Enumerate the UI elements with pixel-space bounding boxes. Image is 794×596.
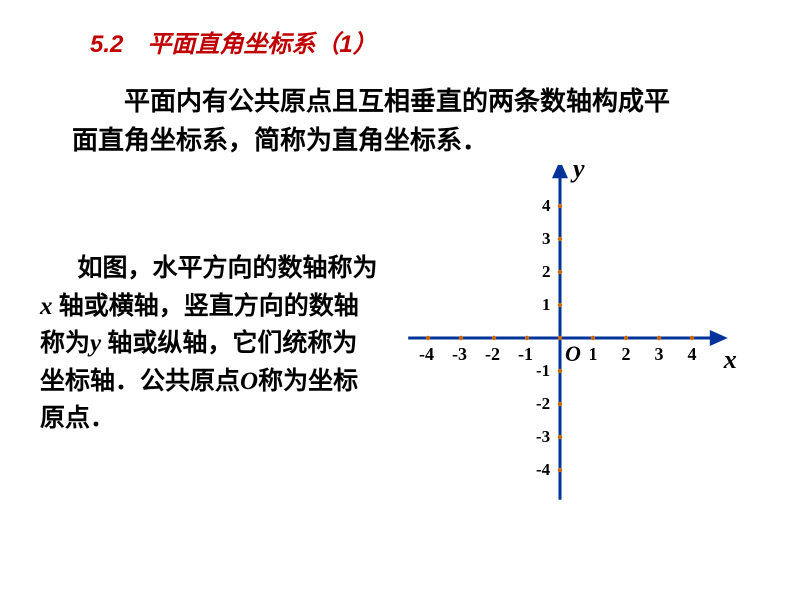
x-tick-label: 2 [622, 344, 631, 365]
y-tick-label: 2 [542, 262, 551, 282]
x-tick-label: -3 [452, 344, 467, 365]
y-tick-label: -3 [536, 427, 550, 447]
intro-paragraph: 平面内有公共原点且互相垂直的两条数轴构成平面直角坐标系，简称为直角坐标系． [72, 82, 692, 160]
x-axis-label: x [724, 345, 737, 375]
y-tick-label: 1 [542, 295, 551, 315]
body-text-1: 如图，水平方向的数轴称为 [78, 255, 378, 282]
x-tick-label: -1 [518, 344, 533, 365]
coordinate-chart: y x O -4-3-2-112344321-1-2-3-4 [380, 165, 760, 565]
x-tick-label: -2 [485, 344, 500, 365]
y-tick-label: 4 [542, 196, 551, 216]
var-y: y [90, 330, 101, 357]
var-x: x [40, 293, 53, 320]
y-tick-label: -4 [536, 460, 550, 480]
x-tick-label: 1 [589, 344, 598, 365]
y-tick-label: -1 [536, 361, 550, 381]
y-tick-label: -2 [536, 394, 550, 414]
body-paragraph: 如图，水平方向的数轴称为x 轴或横轴，竖直方向的数轴称为y 轴或纵轴，它们统称为… [40, 250, 380, 438]
var-O: O [240, 368, 258, 395]
y-tick-label: 3 [542, 229, 551, 249]
page-title: 5.2 平面直角坐标系（1） [90, 24, 377, 59]
x-tick-label: -4 [419, 344, 434, 365]
y-axis-label: y [573, 154, 585, 184]
origin-label: O [565, 341, 581, 367]
x-tick-label: 4 [688, 344, 697, 365]
x-tick-label: 3 [655, 344, 664, 365]
